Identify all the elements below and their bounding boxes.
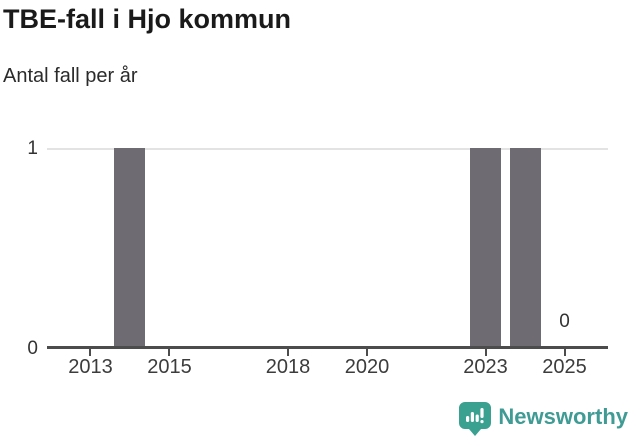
x-tick-2013 — [89, 349, 92, 356]
brand-name: Newsworthy — [498, 404, 628, 429]
x-tick-2015 — [168, 349, 171, 356]
bar-2024 — [509, 148, 541, 348]
x-axis-line — [47, 346, 608, 349]
chart-subtitle: Antal fall per år — [3, 65, 138, 87]
x-tick-label-2018: 2018 — [265, 356, 311, 378]
plot-area: 0 2013 2015 2018 2020 2023 2025 — [47, 148, 608, 378]
bar-2023 — [470, 148, 502, 348]
value-label-2025: 0 — [559, 311, 570, 332]
x-tick-2020 — [366, 349, 368, 356]
x-tick-2023 — [484, 349, 487, 356]
y-tick-label-1: 1 — [27, 138, 38, 159]
brand-footer: Newsworthy — [459, 402, 628, 436]
x-tick-label-2025: 2025 — [542, 356, 587, 378]
chart-title: TBE-fall i Hjo kommun — [3, 4, 292, 34]
logo-pin-shape — [459, 402, 492, 436]
x-tick-label-2020: 2020 — [344, 356, 390, 378]
x-tick-label-2013: 2013 — [68, 356, 113, 378]
x-tick-label-2015: 2015 — [147, 356, 192, 378]
x-tick-2018 — [286, 349, 289, 356]
logo-mini-bars — [466, 408, 485, 424]
newsworthy-logo-icon — [459, 402, 492, 436]
bar-2014 — [114, 148, 146, 348]
gridline-y1 — [47, 148, 608, 150]
x-tick-2025 — [563, 349, 566, 356]
x-tick-label-2023: 2023 — [463, 356, 508, 378]
y-tick-label-0: 0 — [27, 338, 38, 359]
